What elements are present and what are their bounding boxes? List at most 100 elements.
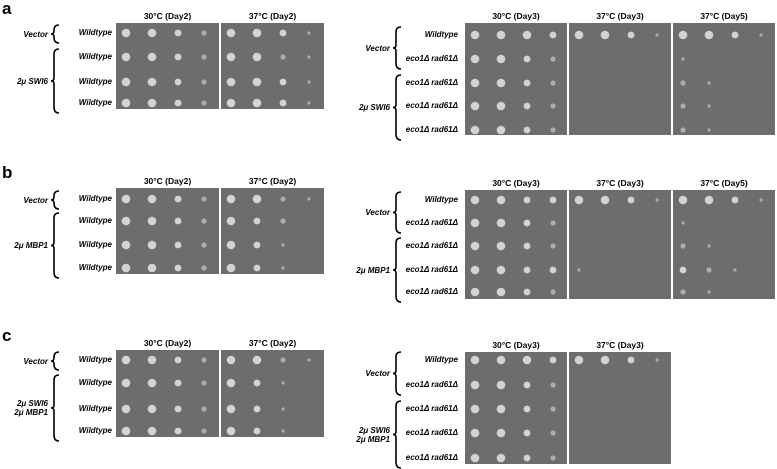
yeast-spot (253, 379, 261, 387)
yeast-spot (549, 356, 557, 364)
plate-image (465, 190, 567, 299)
yeast-spot (281, 407, 285, 411)
strain-label: Wildtype (78, 378, 112, 387)
yeast-spot (523, 102, 531, 110)
strain-label: Wildtype (78, 194, 112, 203)
yeast-spot (681, 221, 685, 225)
yeast-spot (174, 53, 182, 61)
plate-image (465, 23, 567, 135)
yeast-spot (707, 290, 711, 294)
yeast-spot (549, 266, 557, 274)
yeast-spot (496, 125, 506, 135)
condition-label: 37°C (Day2) (248, 338, 297, 348)
yeast-spot (550, 455, 556, 461)
yeast-spot (496, 241, 506, 251)
strain-label: Wildtype (78, 263, 112, 272)
yeast-spot (678, 195, 688, 205)
yeast-spot (201, 196, 207, 202)
condition-label: 37°C (Day5) (700, 11, 748, 21)
yeast-spot (147, 378, 157, 388)
yeast-spot (201, 357, 207, 363)
group-brace (50, 351, 60, 371)
yeast-spot (523, 266, 531, 274)
yeast-spot (121, 378, 131, 388)
yeast-spot (549, 196, 557, 204)
yeast-spot (470, 265, 480, 275)
condition-label: 37°C (Day5) (700, 178, 748, 188)
plate-image (569, 352, 671, 464)
yeast-spot (496, 404, 506, 414)
yeast-spot (577, 268, 581, 272)
yeast-spot (307, 197, 311, 201)
plate-image (673, 23, 775, 135)
condition-label: 37°C (Day3) (596, 178, 644, 188)
yeast-spot (201, 79, 207, 85)
group-label: Vector (23, 356, 48, 366)
yeast-spot (704, 195, 714, 205)
yeast-spot (147, 98, 157, 108)
yeast-spot (523, 79, 531, 87)
yeast-spot (496, 78, 506, 88)
yeast-spot (253, 405, 261, 413)
yeast-spot (523, 288, 531, 296)
group-label: 2μ MBP1 (356, 265, 390, 275)
group-brace (50, 374, 60, 442)
yeast-spot (627, 356, 635, 364)
yeast-spot (280, 357, 286, 363)
yeast-spot (121, 216, 131, 226)
yeast-spot (470, 428, 480, 438)
yeast-spot (550, 103, 556, 109)
group-brace (392, 400, 402, 469)
yeast-spot (655, 198, 659, 202)
yeast-spot (174, 29, 182, 37)
strain-label: eco1Δ rad61Δ (405, 54, 458, 63)
yeast-spot (679, 266, 687, 274)
group-label: 2μ SWI6 2μ MBP1 (356, 425, 390, 444)
strain-label: eco1Δ rad61Δ (405, 218, 458, 227)
yeast-spot (147, 194, 157, 204)
yeast-spot (121, 52, 131, 62)
yeast-spot (280, 54, 286, 60)
yeast-spot (496, 355, 506, 365)
yeast-spot (600, 195, 610, 205)
yeast-spot (574, 355, 584, 365)
yeast-spot (147, 52, 157, 62)
plate-image (116, 350, 219, 437)
yeast-spot (279, 78, 287, 86)
strain-label: Wildtype (78, 404, 112, 413)
yeast-spot (226, 216, 236, 226)
yeast-spot (147, 263, 157, 273)
yeast-spot (147, 77, 157, 87)
plate-image (116, 23, 219, 109)
strain-label: eco1Δ rad61Δ (405, 404, 458, 413)
yeast-spot (627, 31, 635, 39)
strain-label: eco1Δ rad61Δ (405, 428, 458, 437)
group-brace (50, 212, 60, 279)
yeast-spot (496, 195, 506, 205)
yeast-spot (470, 218, 480, 228)
yeast-spot (680, 103, 686, 109)
yeast-spot (281, 381, 285, 385)
yeast-spot (174, 217, 182, 225)
yeast-spot (253, 217, 261, 225)
yeast-spot (201, 265, 207, 271)
yeast-spot (174, 195, 182, 203)
plate-image (116, 188, 219, 274)
condition-label: 30°C (Day3) (492, 178, 540, 188)
yeast-spot (731, 196, 739, 204)
yeast-spot (252, 355, 262, 365)
yeast-spot (307, 55, 311, 59)
yeast-spot (600, 30, 610, 40)
yeast-spot (226, 378, 236, 388)
yeast-spot (252, 28, 262, 38)
yeast-spot (550, 127, 556, 133)
yeast-spot (226, 426, 236, 436)
group-label: 2μ SWI6 2μ MBP1 (14, 399, 48, 417)
yeast-spot (174, 99, 182, 107)
yeast-spot (279, 29, 287, 37)
panel-letter: a (2, 0, 12, 18)
condition-label: 30°C (Day2) (143, 176, 192, 186)
yeast-spot (307, 101, 311, 105)
yeast-spot (680, 80, 686, 86)
strain-label: Wildtype (78, 355, 112, 364)
